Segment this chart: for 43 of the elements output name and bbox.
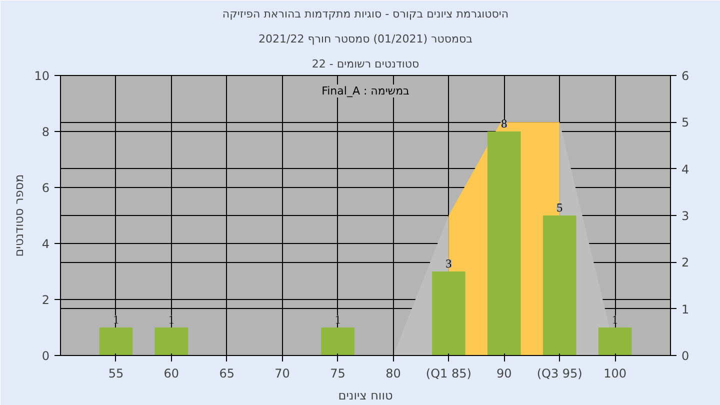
y2-tick-label: 0 [682,349,690,363]
data-label: 8 [501,116,508,130]
text: סטודנטים רשומים - 22 [312,58,420,70]
y-tick-label: 8 [42,125,50,139]
y-axis-title: מספר סטודנטים [12,174,26,257]
y2-tick-label: 5 [682,116,690,130]
text: בסמסטר (01/2021) סמסטר חורף 2021/22 [258,32,473,46]
x-tick-label: 75 [330,366,346,380]
bar [542,216,576,356]
y2-tick-label: 6 [682,69,690,83]
y-tick-label: 6 [42,181,50,195]
y-tick-label: 10 [34,69,50,83]
bar [432,272,466,356]
y2-tick-label: 3 [682,209,690,223]
y2-tick-label: 1 [682,302,690,316]
x-tick-label: (Q3 95) [536,366,582,380]
x-tick-label: 100 [604,366,626,380]
x-tick-label: 65 [219,366,235,380]
x-tick-label: 80 [386,366,401,380]
x-tick-label: 55 [108,366,124,380]
bar [598,328,632,356]
data-label: 3 [446,256,452,270]
x-tick-label: (Q1 85) [426,366,472,380]
x-tick-label: 60 [164,366,180,380]
bar [154,328,188,356]
x-tick-label: 90 [496,366,512,380]
bar [321,328,354,356]
y2-tick-label: 4 [682,162,690,176]
bar [488,132,521,356]
y-tick-label: 0 [42,349,50,363]
bar [99,328,133,356]
data-label: 1 [112,312,119,326]
y-tick-label: 2 [42,293,50,307]
y-tick-label: 4 [42,237,50,251]
y2-tick-label: 2 [682,256,690,270]
data-label: 5 [556,200,563,214]
data-label: 1 [168,312,174,326]
annotation: Final_A : במשימה [322,84,410,98]
x-tick-label: 70 [274,366,290,380]
data-label: 1 [612,312,618,326]
x-axis-title: טווח ציונים [338,388,393,402]
data-label: 1 [334,312,341,326]
chart-title: היסטוגרמת ציונים בקורס - סוגיות מתקדמות בהוראת הפיזיקה [222,8,509,20]
